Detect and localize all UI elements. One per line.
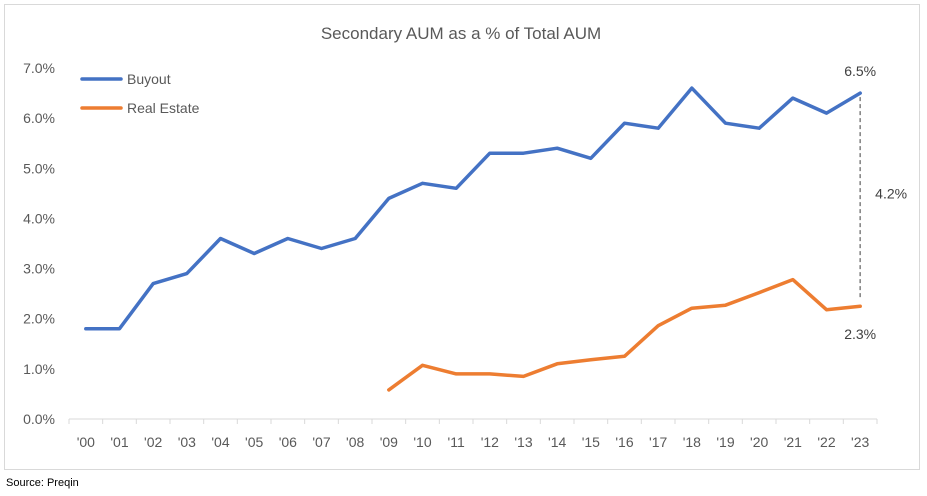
y-tick-label: 2.0% <box>23 311 55 327</box>
y-tick-label: 7.0% <box>23 60 55 76</box>
y-tick-label: 5.0% <box>23 160 55 176</box>
x-tick-label: '16 <box>615 434 633 450</box>
y-tick-label: 3.0% <box>23 261 55 277</box>
annotations: 6.5% 2.3% 4.2% <box>844 63 907 342</box>
x-tick-label: '20 <box>750 434 768 450</box>
x-tick-label: '06 <box>279 434 297 450</box>
y-tick-label: 0.0% <box>23 411 55 427</box>
x-tick-label: '10 <box>413 434 431 450</box>
x-tick-label: '03 <box>178 434 196 450</box>
x-tick-label: '02 <box>144 434 162 450</box>
source-note: Source: Preqin <box>6 477 79 489</box>
x-axis: '00 '01 '02 '03 '04 '05 '06 '07 '08 '09 '10 '11 '12 '… <box>68 418 878 450</box>
chart-frame: Secondary AUM as a % of Total AUM 0.0% 1.… <box>4 4 920 470</box>
y-axis: 0.0% 1.0% 2.0% 3.0% 4.0% 5.0% 6.0% 7.0% <box>23 60 55 427</box>
x-tick-label: '13 <box>514 434 532 450</box>
x-tick-label: '18 <box>683 434 701 450</box>
x-tick-label: '21 <box>784 434 802 450</box>
x-tick-label: '08 <box>346 434 364 450</box>
x-tick-label: '19 <box>716 434 734 450</box>
legend-label: Real Estate <box>127 100 200 116</box>
x-tick-label: '12 <box>481 434 499 450</box>
y-tick-label: 6.0% <box>23 110 55 126</box>
x-tick-label: '05 <box>245 434 263 450</box>
series-line-real-estate <box>387 277 862 392</box>
x-tick-label: '07 <box>312 434 330 450</box>
real-estate-end-label: 2.3% <box>844 326 876 342</box>
gap-label: 4.2% <box>875 186 907 202</box>
y-tick-label: 1.0% <box>23 361 55 377</box>
x-tick-label: '00 <box>77 434 95 450</box>
x-tick-label: '22 <box>817 434 835 450</box>
x-tick-label: '17 <box>649 434 667 450</box>
x-tick-label: '14 <box>548 434 566 450</box>
x-tick-label: '01 <box>110 434 128 450</box>
series-layer <box>84 86 862 392</box>
x-tick-label: '09 <box>380 434 398 450</box>
chart-title: Secondary AUM as a % of Total AUM <box>321 24 601 43</box>
x-tick-label: '15 <box>582 434 600 450</box>
legend-label: Buyout <box>127 71 171 87</box>
y-tick-label: 4.0% <box>23 210 55 226</box>
line-chart: Secondary AUM as a % of Total AUM 0.0% 1.… <box>23 24 907 450</box>
series-line-buyout <box>84 86 862 331</box>
x-tick-label: '11 <box>448 434 465 450</box>
buyout-end-label: 6.5% <box>844 63 876 79</box>
x-tick-label: '04 <box>211 434 229 450</box>
legend: Buyout Real Estate <box>80 71 200 116</box>
x-tick-label: '23 <box>851 434 869 450</box>
